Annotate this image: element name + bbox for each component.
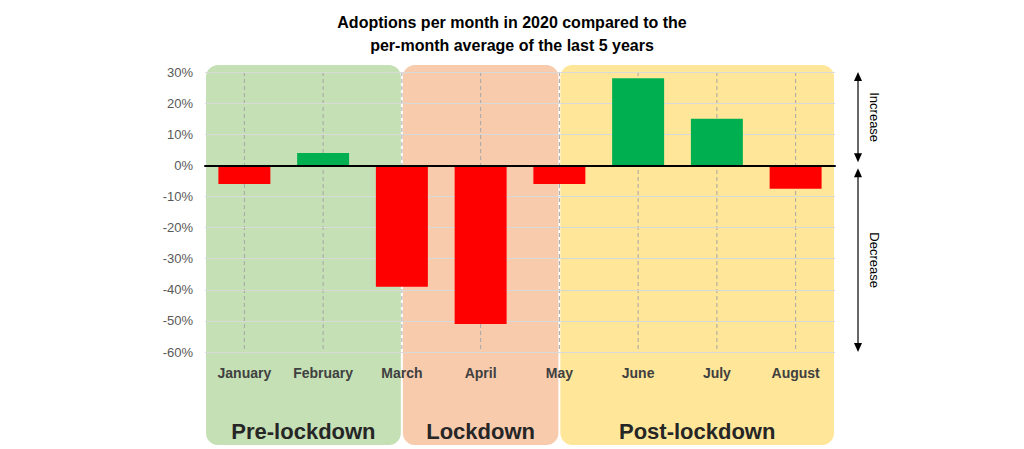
svg-text:Adoptions per month in 2020 co: Adoptions per month in 2020 compared to … [337, 14, 686, 31]
svg-text:February: February [293, 365, 353, 381]
svg-text:-30%: -30% [163, 251, 194, 266]
svg-text:Lockdown: Lockdown [426, 419, 535, 444]
svg-text:-20%: -20% [163, 220, 194, 235]
svg-text:Increase: Increase [867, 92, 882, 142]
svg-text:0%: 0% [174, 158, 193, 173]
svg-text:January: January [218, 365, 272, 381]
svg-text:April: April [465, 365, 497, 381]
svg-text:Post-lockdown: Post-lockdown [619, 419, 775, 444]
svg-text:10%: 10% [167, 127, 193, 142]
svg-text:March: March [381, 365, 422, 381]
svg-text:Decrease: Decrease [867, 232, 882, 288]
svg-text:per-month average of the last: per-month average of the last 5 years [370, 37, 654, 54]
svg-text:-40%: -40% [163, 282, 194, 297]
svg-text:June: June [622, 365, 655, 381]
svg-text:May: May [546, 365, 573, 381]
svg-text:-50%: -50% [163, 313, 194, 328]
svg-text:July: July [703, 365, 731, 381]
svg-text:Pre-lockdown: Pre-lockdown [231, 419, 375, 444]
svg-text:-10%: -10% [163, 189, 194, 204]
svg-text:20%: 20% [167, 96, 193, 111]
svg-text:30%: 30% [167, 65, 193, 80]
svg-text:August: August [772, 365, 821, 381]
svg-text:-60%: -60% [163, 345, 194, 360]
